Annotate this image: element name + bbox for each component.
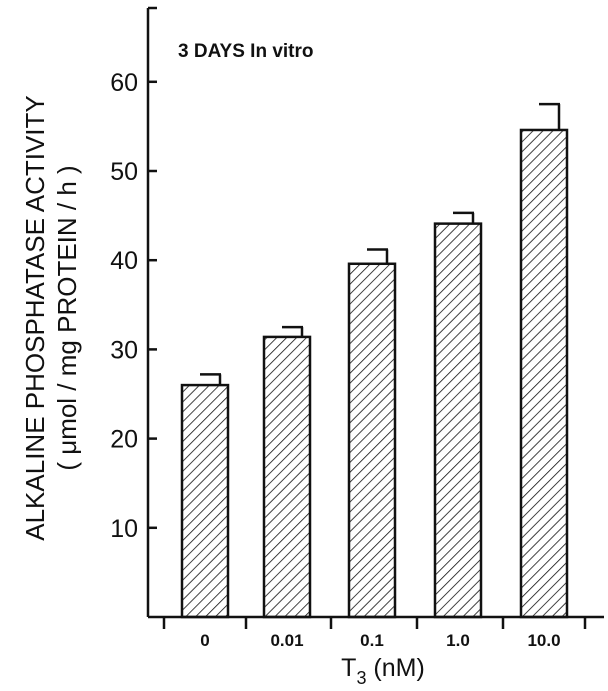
error-bars xyxy=(200,102,561,386)
x-axis: 0 0.01 0.1 1.0 10.0 xyxy=(148,615,604,650)
bar xyxy=(519,128,569,619)
y-tick-label: 60 xyxy=(110,69,138,97)
y-tick-label: 50 xyxy=(110,158,138,186)
x-tick-label: 0 xyxy=(200,631,209,650)
bar xyxy=(262,335,312,619)
annotation: 3 DAYS In vitro xyxy=(178,41,314,62)
x-axis-title-unit: (nM) xyxy=(373,654,424,682)
x-axis-title-spacer xyxy=(366,654,373,682)
x-tick-label: 0.01 xyxy=(270,631,303,650)
bar xyxy=(433,222,483,619)
bar xyxy=(347,262,397,619)
bars xyxy=(180,128,569,619)
x-ticks: 0 0.01 0.1 1.0 10.0 xyxy=(162,617,587,650)
x-axis-title-main: T xyxy=(341,654,356,682)
y-ticks: 10 20 30 40 50 60 xyxy=(110,69,157,543)
y-tick-label: 20 xyxy=(110,426,138,454)
y-tick-label: 40 xyxy=(110,247,138,275)
y-axis-title-line2: ( μmol / mg PROTEIN / h ) xyxy=(52,165,82,470)
y-tick-label: 10 xyxy=(110,515,138,543)
x-tick-label: 1.0 xyxy=(446,631,470,650)
x-axis-title: T3 (nM) xyxy=(341,654,425,688)
y-tick-label: 30 xyxy=(110,336,138,364)
x-axis-title-subscript: 3 xyxy=(356,668,366,688)
y-axis: 10 20 30 40 50 60 xyxy=(110,6,157,617)
x-tick-label: 0.1 xyxy=(360,631,384,650)
y-axis-title: ALKALINE PHOSPHATASE ACTIVITY ( μmol / m… xyxy=(20,95,82,541)
y-axis-title-line1: ALKALINE PHOSPHATASE ACTIVITY xyxy=(20,95,50,541)
bar xyxy=(180,383,230,619)
x-tick-label: 10.0 xyxy=(527,631,560,650)
